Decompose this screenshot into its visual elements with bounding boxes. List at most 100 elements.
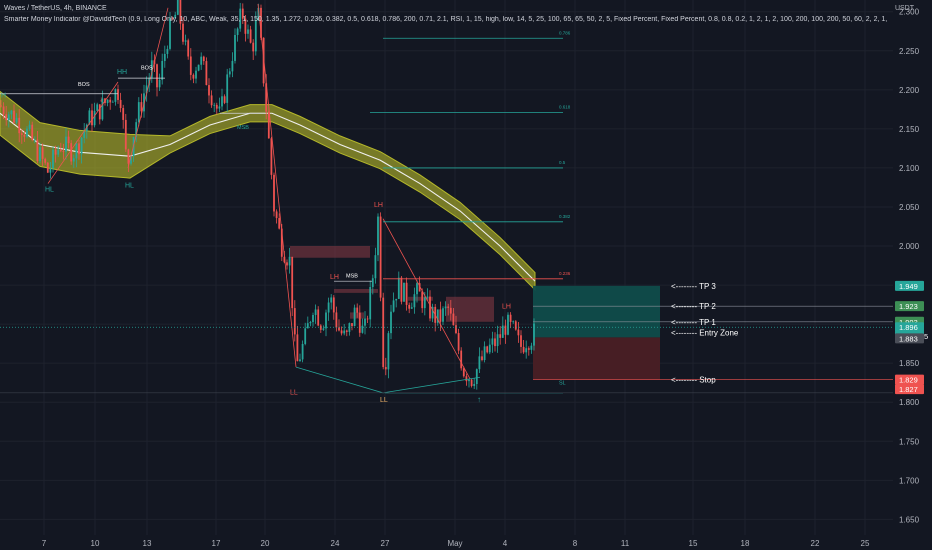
- candle-body: [111, 101, 114, 103]
- candle-body: [501, 325, 504, 338]
- candle-body: [41, 147, 44, 159]
- candle-body: [280, 228, 283, 257]
- candle-body: [205, 61, 208, 86]
- candle-body: [200, 56, 203, 65]
- candle-body: [527, 348, 530, 350]
- candle-body: [158, 79, 161, 88]
- structure-line: [127, 7, 169, 169]
- candle-body: [130, 156, 132, 164]
- candle-body: [52, 149, 54, 169]
- structure-label-msb: MSB: [346, 273, 358, 279]
- candle-body: [522, 346, 525, 353]
- candle-body: [7, 114, 10, 121]
- candle-body: [488, 344, 491, 353]
- candle-body: [408, 304, 411, 309]
- candle-body: [444, 306, 447, 309]
- candle-body: [15, 117, 18, 123]
- candle-body: [36, 139, 39, 161]
- candle-body: [137, 102, 140, 123]
- candle-body: [442, 308, 444, 322]
- candle-body: [460, 350, 463, 369]
- candle-body: [520, 335, 522, 347]
- candle-body: [249, 29, 252, 43]
- candle-body: [182, 23, 184, 42]
- candle-body: [140, 102, 143, 112]
- candle-body: [431, 306, 434, 319]
- structure-label-hl: HL: [125, 182, 134, 189]
- candle-body: [353, 307, 356, 327]
- candle-body: [395, 298, 398, 301]
- structure-label-lh: LH: [330, 274, 339, 281]
- candle-body: [39, 147, 41, 161]
- fib-label: 0.236: [559, 271, 571, 276]
- candle-body: [179, 0, 182, 24]
- structure-line: [257, 3, 297, 368]
- candle-body: [26, 128, 28, 137]
- candle-body: [403, 282, 405, 302]
- candle-body: [80, 137, 83, 155]
- candle-body: [150, 60, 153, 78]
- candle-body: [62, 151, 65, 152]
- candle-body: [265, 83, 268, 112]
- candle-body: [156, 64, 158, 88]
- candle-body: [10, 110, 13, 115]
- candle-body: [507, 314, 509, 335]
- indicator-legend[interactable]: Smarter Money Indicator @DaviddTech (0.9…: [4, 16, 889, 23]
- candle-body: [59, 149, 62, 152]
- candle-body: [236, 28, 239, 35]
- candle-body: [439, 309, 442, 322]
- candle-body: [13, 110, 15, 123]
- candle-body: [384, 367, 387, 370]
- candle-body: [46, 162, 49, 173]
- candle-body: [176, 0, 179, 15]
- candle-body: [377, 216, 379, 256]
- candle-body: [70, 143, 73, 162]
- candle-body: [18, 117, 21, 134]
- candle-body: [317, 309, 320, 326]
- candle-body: [49, 168, 52, 173]
- candle-body: [348, 323, 351, 332]
- candle-body: [309, 321, 312, 324]
- candle-body: [5, 114, 8, 121]
- trade-zones: [290, 246, 660, 380]
- candle-body: [184, 40, 187, 42]
- candle-body: [33, 139, 36, 141]
- candle-body: [462, 368, 465, 377]
- candle-body: [364, 318, 366, 326]
- structure-label-msb: MSB: [237, 125, 249, 131]
- candle-body: [169, 18, 171, 49]
- candle-body: [382, 297, 385, 368]
- candle-body: [397, 277, 400, 299]
- level-lines: 0.786 0.618 0.5 0.382 0.236: [0, 30, 893, 394]
- structure-line: [382, 376, 481, 394]
- candle-body: [491, 338, 494, 345]
- candle-body: [163, 53, 166, 61]
- order-block: [408, 296, 433, 301]
- candle-body: [296, 334, 299, 362]
- candle-body: [145, 85, 148, 94]
- candle-body: [351, 323, 353, 327]
- candle-body: [88, 110, 91, 125]
- candle-body: [512, 321, 515, 323]
- grid: [0, 0, 893, 535]
- candle-body: [20, 133, 23, 135]
- candle-body: [234, 34, 236, 61]
- candle-body: [192, 74, 195, 79]
- order-block: [334, 288, 378, 293]
- structure-line: [382, 218, 471, 379]
- candle-body: [449, 307, 452, 314]
- candle-body: [483, 346, 486, 361]
- candle-body: [210, 95, 213, 106]
- candle-body: [486, 346, 489, 353]
- candle-body: [57, 149, 60, 155]
- candle-body: [426, 296, 429, 298]
- candle-body: [109, 99, 112, 103]
- candle-body: [366, 318, 369, 320]
- candle-body: [338, 327, 340, 331]
- candle-body: [410, 307, 413, 309]
- candle-body: [218, 106, 221, 109]
- fib-label: 0.786: [559, 30, 571, 35]
- candle-body: [228, 71, 231, 75]
- candle-body: [2, 106, 5, 115]
